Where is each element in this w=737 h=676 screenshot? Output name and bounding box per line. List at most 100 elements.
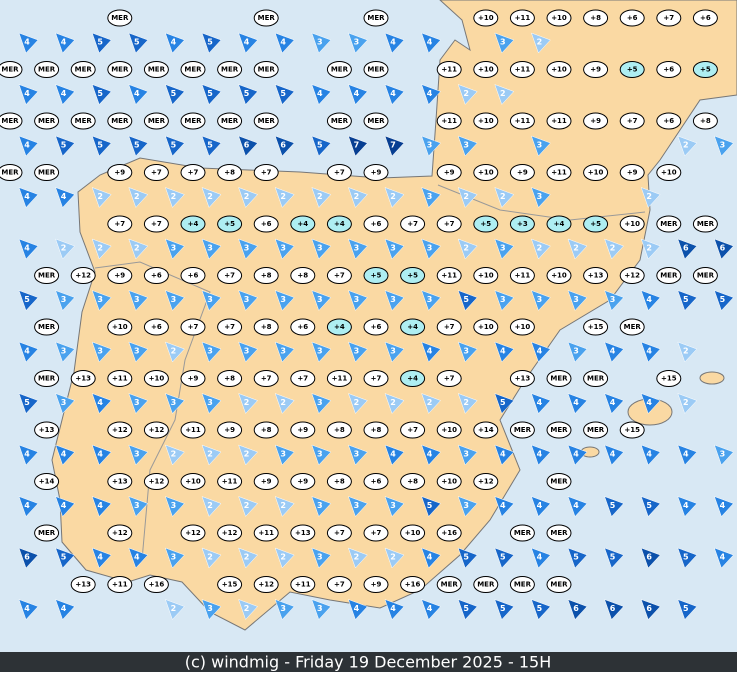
wind-arrow-shape [274, 599, 295, 620]
temperature-label: MER [180, 112, 206, 130]
label-text: MER [75, 117, 93, 125]
wind-speed: 2 [97, 244, 103, 253]
wind-arrow-shape [238, 238, 259, 260]
wind-speed: 4 [427, 553, 433, 562]
wind-speed: 4 [61, 192, 67, 201]
wind-arrow: 2 [384, 547, 405, 569]
label-text: +6 [371, 478, 382, 486]
wind-speed: 4 [97, 398, 103, 407]
wind-arrow: 4 [347, 84, 368, 105]
wind-arrow-shape [530, 393, 551, 414]
wind-arrow: 4 [713, 496, 734, 517]
label-oval [473, 473, 499, 490]
wind-arrow: 3 [128, 496, 149, 517]
label-oval [363, 318, 389, 336]
wind-arrow: 2 [640, 187, 661, 208]
label-text: +7 [334, 169, 345, 177]
label-oval [363, 370, 389, 387]
wind-arrow: 4 [55, 496, 76, 517]
wind-speed: 3 [463, 501, 469, 510]
label-oval [436, 473, 462, 490]
label-text: +12 [478, 478, 494, 486]
label-oval [509, 164, 535, 181]
temperature-label: +7 [436, 318, 462, 336]
wind-arrow-shape [164, 84, 185, 105]
label-oval [546, 61, 572, 78]
temperature-label: MER [180, 61, 206, 78]
wind-arrow-shape [55, 599, 76, 620]
wind-arrow-shape [494, 393, 515, 414]
temperature-label: +7 [253, 370, 279, 387]
wind-arrow-shape [274, 84, 295, 105]
wind-arrow: 5 [640, 496, 661, 517]
temperature-label: MER [656, 267, 682, 284]
label-oval [583, 318, 609, 336]
wind-arrow-shape [421, 393, 442, 414]
wind-arrow: 2 [604, 238, 625, 260]
temperature-label: MER [253, 61, 279, 78]
label-oval [217, 267, 243, 284]
label-text: MER [697, 272, 715, 280]
temperature-label: +6 [253, 215, 279, 233]
label-oval [253, 318, 279, 336]
wind-speed: 5 [463, 295, 469, 304]
wind-speed: 6 [646, 553, 652, 562]
wind-arrow: 2 [274, 187, 295, 208]
label-text: MER [75, 66, 93, 74]
label-text: +11 [258, 529, 274, 537]
temperature-label: +5 [217, 215, 243, 233]
wind-arrow-shape [128, 32, 149, 54]
label-text: +8 [334, 426, 345, 434]
label-text: MER [624, 323, 642, 331]
wind-arrow: 4 [18, 599, 39, 620]
temperature-label: +9 [509, 164, 535, 181]
temperature-label: +9 [619, 164, 645, 181]
label-text: MER [331, 117, 349, 125]
label-text: +9 [444, 169, 455, 177]
temperature-label: +9 [363, 576, 389, 593]
wind-arrow: 3 [164, 290, 185, 311]
wind-arrow-shape [494, 599, 515, 620]
wind-arrow: 3 [91, 290, 112, 311]
label-oval [326, 61, 352, 78]
wind-arrow-shape [384, 32, 405, 54]
wind-speed: 3 [500, 38, 506, 47]
label-oval [656, 215, 682, 233]
temperature-label: MER [34, 267, 60, 284]
label-oval [363, 9, 389, 27]
label-text: +7 [151, 169, 162, 177]
wind-speed: 5 [610, 501, 616, 510]
label-oval [400, 215, 426, 233]
wind-arrow: 4 [567, 496, 588, 517]
temperature-label: +6 [143, 318, 169, 336]
wind-arrow: 3 [238, 341, 259, 363]
label-text: MER [258, 66, 276, 74]
temperature-label: MER [70, 61, 96, 78]
wind-arrow: 2 [530, 238, 551, 260]
label-oval [473, 576, 499, 593]
wind-speed: 4 [134, 553, 140, 562]
wind-arrow: 4 [530, 547, 551, 569]
wind-arrow: 3 [164, 547, 185, 569]
wind-arrow-shape [347, 444, 368, 466]
temperature-label: +6 [290, 318, 316, 336]
temperature-label: +10 [619, 215, 645, 233]
wind-arrow: 6 [640, 547, 661, 569]
wind-arrow: 4 [128, 547, 149, 569]
wind-arrow: 4 [91, 393, 112, 414]
wind-arrow-shape [18, 496, 39, 517]
wind-arrow-shape [530, 238, 551, 260]
label-oval [326, 318, 352, 336]
wind-arrow: 6 [567, 599, 588, 620]
label-oval [217, 318, 243, 336]
label-oval [436, 112, 462, 130]
wind-speed: 3 [317, 604, 323, 613]
wind-arrow: 2 [677, 341, 698, 363]
label-oval [363, 215, 389, 233]
wind-speed: 4 [24, 192, 30, 201]
wind-arrow-shape [18, 393, 39, 414]
label-oval [436, 370, 462, 387]
wind-arrow-shape [421, 547, 442, 569]
label-oval [509, 112, 535, 130]
wind-arrow: 3 [274, 599, 295, 620]
